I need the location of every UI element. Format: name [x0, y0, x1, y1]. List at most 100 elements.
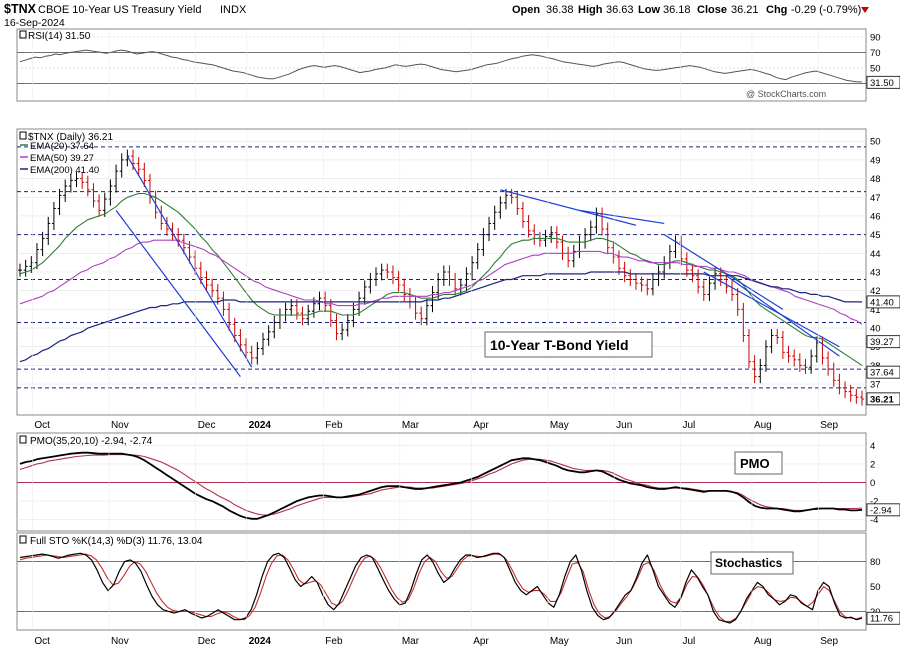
- pmo-legend: PMO(35,20,10) -2.94, -2.74: [19, 435, 153, 447]
- sto-d-line: [19, 553, 863, 622]
- price-legend-text: $TNX (Daily) 36.21: [28, 132, 113, 143]
- rsi-tick-2: 50: [870, 63, 881, 74]
- price-bar: [424, 299, 429, 326]
- open-value: 36.38: [546, 4, 574, 16]
- price-bar: [747, 328, 751, 369]
- trendline-1: [115, 209, 241, 377]
- x-label-sto-5: Mar: [402, 636, 420, 647]
- x-label-sto-11: Sep: [820, 636, 838, 647]
- down-arrow-icon: [861, 7, 869, 13]
- pmo-tick-1: 2: [870, 459, 875, 470]
- price-value-tag-3: 36.21: [870, 394, 894, 405]
- price-bar: [520, 201, 525, 229]
- price-tick-7: 43: [870, 268, 881, 279]
- ema20-legend-text: EMA(20) 37.64: [30, 141, 94, 152]
- pmo-tick-0: 4: [870, 441, 875, 452]
- price-bar: [633, 272, 638, 290]
- price-bar: [481, 228, 486, 257]
- price-bar: [588, 220, 593, 242]
- price-tick-2: 48: [870, 174, 881, 185]
- x-label-price-4: Feb: [325, 420, 343, 431]
- price-bar: [136, 157, 141, 176]
- sto-annotation: Stochastics: [710, 551, 794, 575]
- price-bar: [769, 328, 774, 354]
- price-bar: [854, 388, 859, 404]
- price-bar: [80, 172, 85, 189]
- price-bar: [255, 342, 260, 365]
- trendline-2: [500, 189, 637, 226]
- pmo-tick-4: -4: [870, 515, 878, 526]
- x-label-sto-2: Dec: [198, 636, 216, 647]
- x-label-sto-8: Jun: [616, 636, 632, 647]
- price-bar: [362, 280, 367, 305]
- pmo-annotation-text: PMO: [740, 456, 770, 471]
- price-value-tag-1-box: [866, 335, 900, 349]
- ema20-line: [19, 192, 863, 366]
- rsi-plot: 9070503031.50: [17, 32, 900, 90]
- x-label-price-2: Dec: [198, 420, 216, 431]
- price-bar: [447, 265, 452, 287]
- price-bar: [780, 330, 785, 359]
- price-bar: [181, 233, 186, 255]
- price-tick-10: 40: [870, 324, 881, 335]
- price-value-tag-3-box: [866, 392, 900, 406]
- price-bar: [741, 302, 746, 343]
- price-bar: [311, 297, 316, 318]
- pmo-last-tag-box: [866, 503, 900, 517]
- price-value-tag-1: 39.27: [870, 337, 894, 348]
- price-bar: [210, 278, 215, 298]
- price-bar: [261, 332, 265, 356]
- price-bar: [266, 325, 271, 346]
- x-label-sto-3: 2024: [249, 636, 272, 647]
- price-tick-6: 44: [870, 249, 881, 260]
- sto-legend: Full STO %K(14,3) %D(3) 11.76, 13.04: [19, 535, 203, 547]
- price-bar: [549, 226, 554, 244]
- price-bar: [402, 278, 407, 301]
- price-bar: [91, 183, 96, 208]
- trendline-6: [726, 275, 840, 357]
- rsi-panel: [16, 28, 867, 102]
- x-label-price-6: Apr: [473, 420, 489, 431]
- x-label-sto-0: Oct: [34, 636, 50, 647]
- price-bar: [23, 259, 28, 277]
- close-value: 36.21: [731, 4, 759, 16]
- price-bar: [114, 164, 119, 193]
- price-tick-5: 45: [870, 230, 881, 241]
- price-bar: [475, 243, 480, 270]
- x-label-sto-7: May: [550, 636, 569, 647]
- rsi-tick-0: 90: [870, 32, 881, 43]
- price-bar: [464, 267, 469, 292]
- price-legend-swatch: [19, 131, 27, 140]
- price-bar: [831, 362, 836, 387]
- price-bar: [571, 244, 576, 268]
- sto-last-tag: 11.76: [870, 614, 893, 625]
- x-label-price-1: Nov: [111, 420, 129, 431]
- price-bar: [272, 315, 277, 339]
- price-bar: [639, 276, 644, 292]
- price-bar: [605, 222, 610, 255]
- main-annotation: 10-Year T-Bond Yield: [484, 331, 653, 358]
- pmo-last-tag: -2.94: [870, 505, 892, 516]
- price-bar: [85, 175, 90, 197]
- close-label: Close: [697, 4, 727, 16]
- price-bar: [696, 269, 701, 294]
- rsi-legend: RSI(14) 31.50 @ StockCharts.com: [19, 30, 826, 99]
- sto-tick-0: 80: [870, 557, 881, 568]
- sto-legend-text: Full STO %K(14,3) %D(3) 11.76, 13.04: [30, 536, 203, 547]
- pmo-tick-2: 0: [870, 478, 875, 489]
- rsi-legend-text: RSI(14) 31.50: [28, 31, 91, 42]
- pmo-legend-text: PMO(35,20,10) -2.94, -2.74: [30, 436, 153, 447]
- low-value: 36.18: [663, 4, 691, 16]
- chg-label: Chg: [766, 4, 787, 16]
- price-value-tag-0: 41.40: [870, 297, 894, 308]
- trendline-3: [579, 209, 665, 225]
- price-bar: [249, 345, 254, 365]
- rsi-legend-swatch: [19, 30, 27, 39]
- chg-value: -0.29 (-0.79%): [791, 4, 861, 16]
- price-bar: [51, 201, 56, 230]
- price-bar: [707, 276, 712, 301]
- price-bar: [628, 269, 633, 287]
- price-bar: [379, 263, 384, 281]
- price-bar: [40, 231, 45, 257]
- x-label-price-11: Sep: [820, 420, 838, 431]
